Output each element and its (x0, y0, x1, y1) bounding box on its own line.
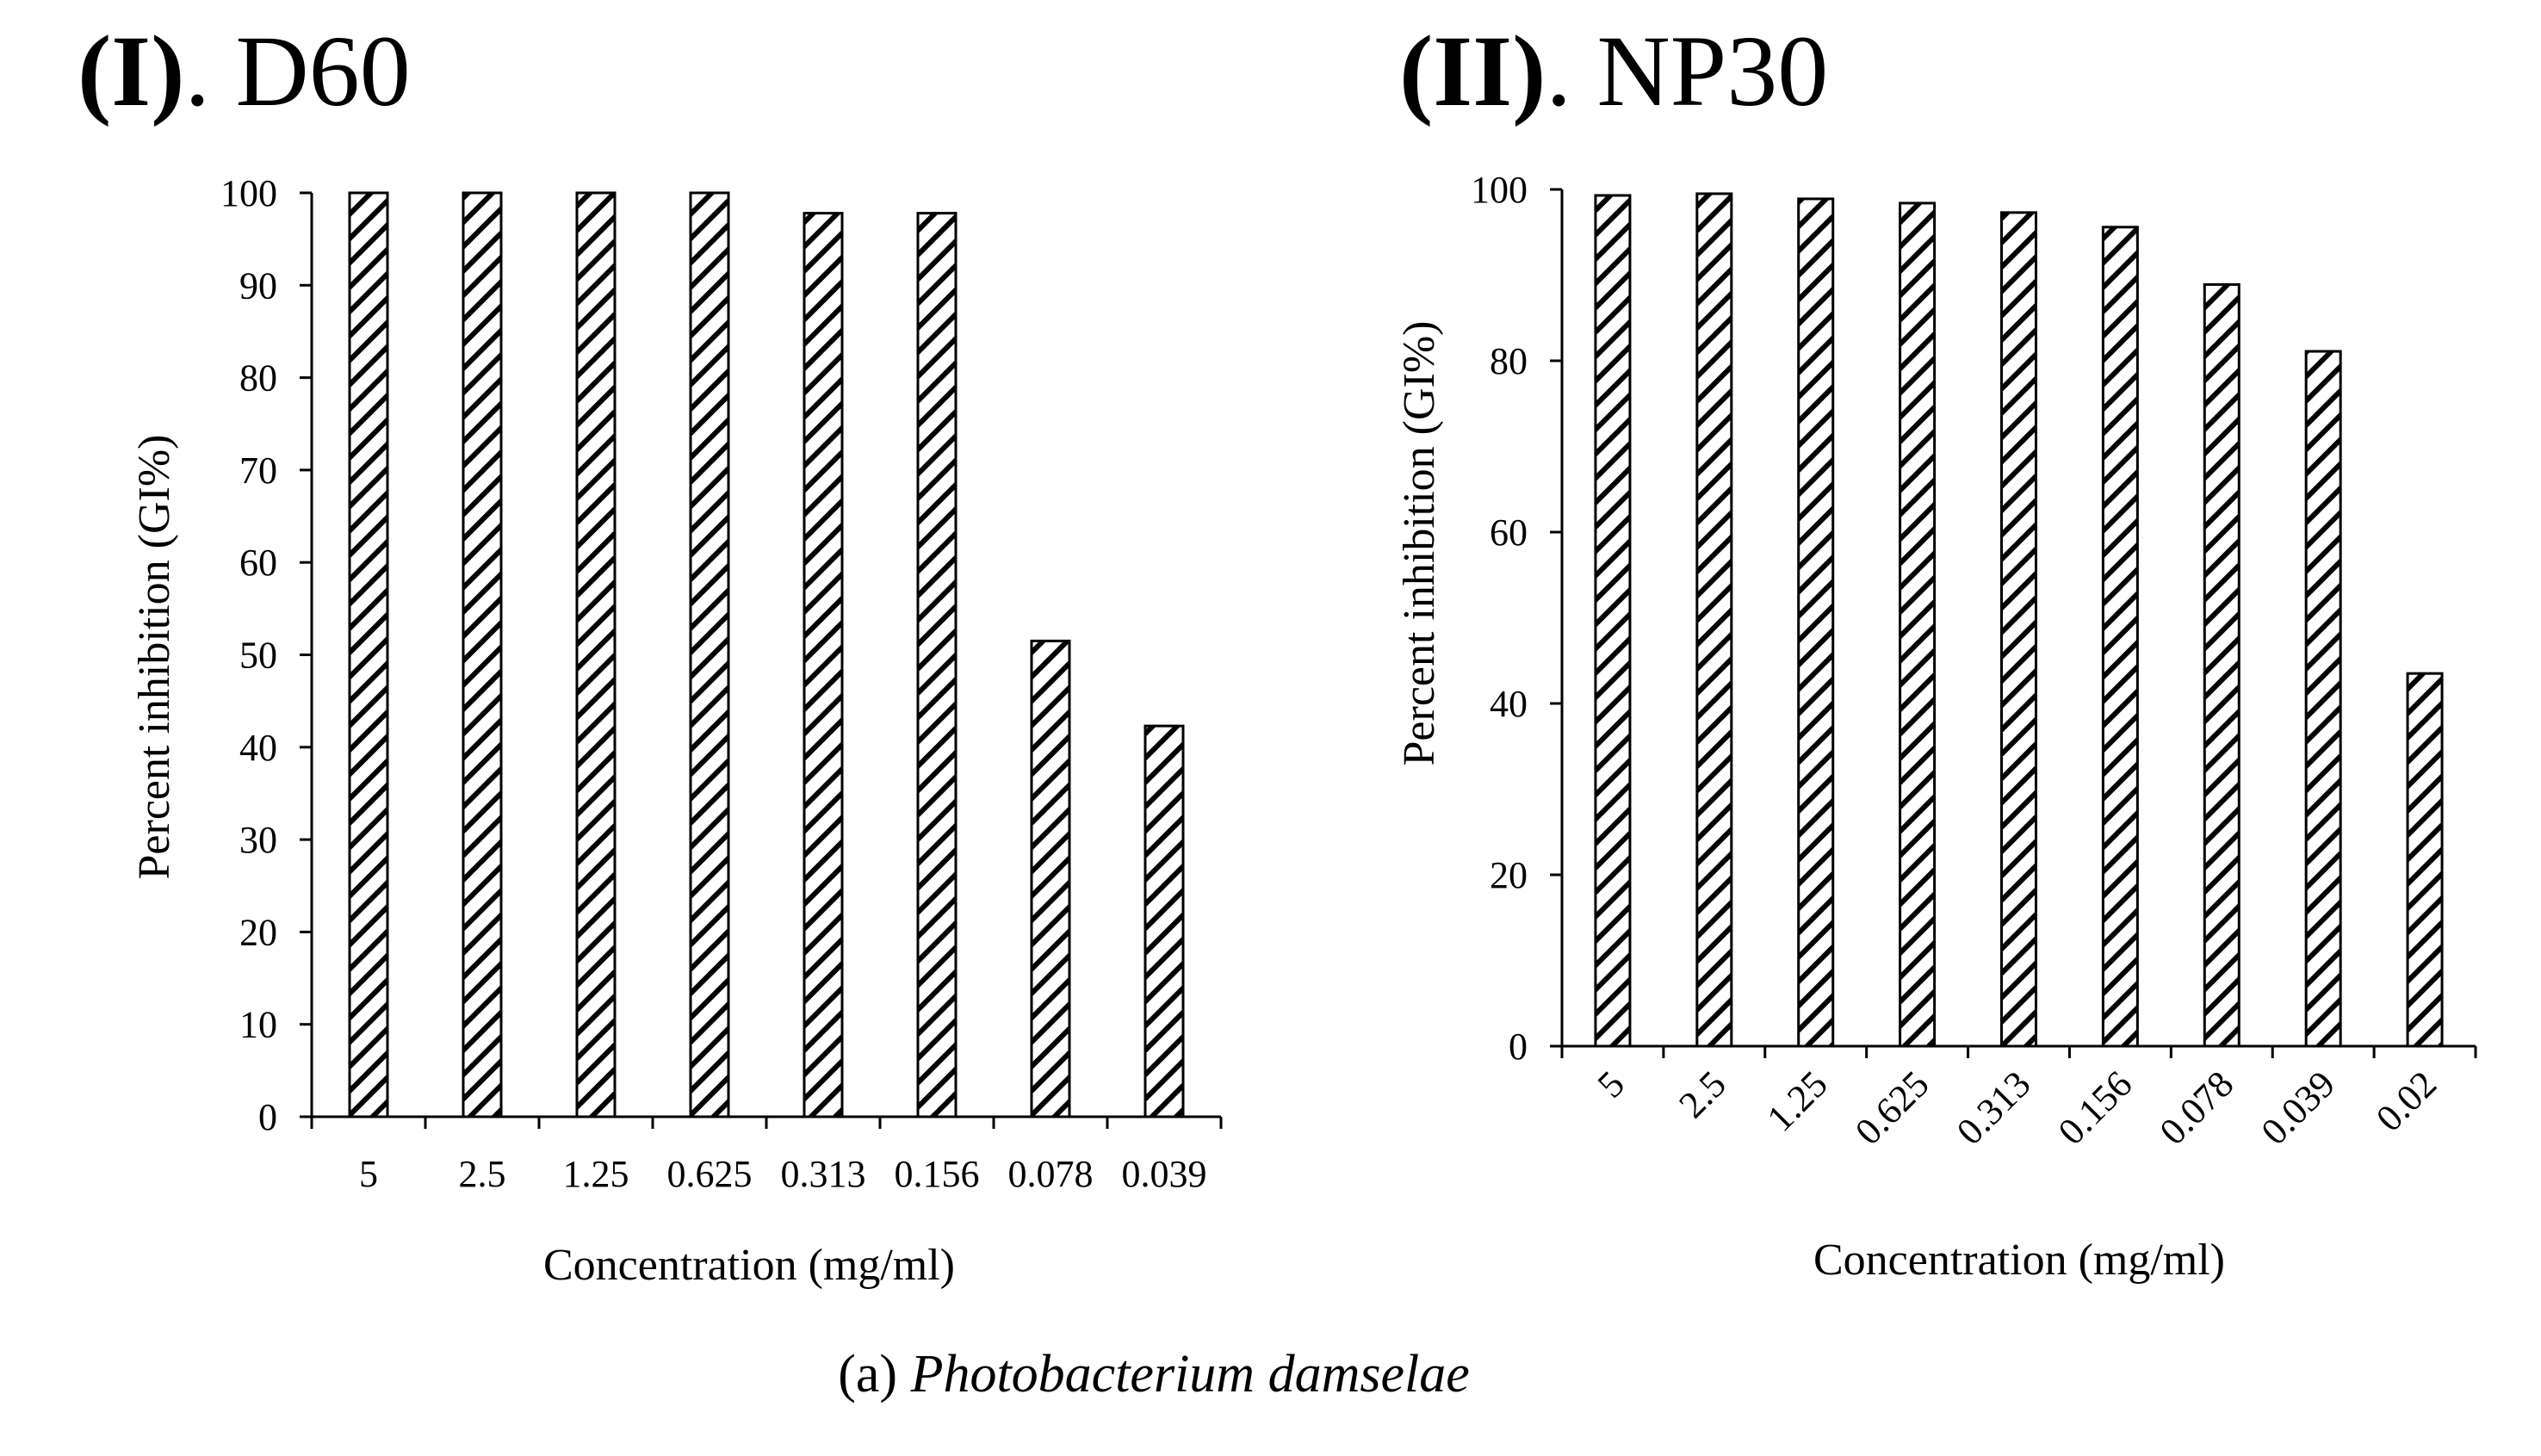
y-axis-ticks: 0 10 20 30 40 50 60 70 80 90 100 (220, 172, 312, 1138)
x-tick-label: 0.625 (1847, 1063, 1937, 1153)
bar-0.078 (2203, 282, 2240, 1048)
y-tick-label: 30 (239, 819, 277, 861)
x-tick-label: 1.25 (563, 1153, 629, 1195)
bar-0.156 (916, 212, 958, 1118)
x-tick-label: 5 (359, 1153, 378, 1195)
bar-1.25 (575, 191, 617, 1118)
y-tick-label: 20 (1490, 854, 1528, 896)
x-axis-ticks: 5 2.5 1.25 0.625 0.313 0.156 0.078 0.039 0.02 (1560, 1046, 2477, 1153)
bar-0.078 (1030, 639, 1071, 1118)
bar-2.5 (462, 191, 503, 1118)
y-tick-label: 100 (220, 172, 277, 214)
x-tick-label: 0.02 (2368, 1063, 2445, 1139)
bar-0.313 (2000, 211, 2037, 1048)
y-tick-label: 40 (1490, 683, 1528, 725)
bar-0.02 (2406, 672, 2444, 1048)
x-tick-label: 0.156 (2050, 1063, 2141, 1153)
bar-5 (1594, 194, 1632, 1048)
panel-title-np30: (II). NP30 (1399, 15, 1828, 127)
x-tick-label: 2.5 (459, 1153, 506, 1195)
y-tick-label: 80 (239, 357, 277, 400)
y-axis-ticks: 0 20 40 60 80 100 (1471, 169, 1562, 1068)
bar-0.039 (1143, 724, 1185, 1118)
y-tick-label: 60 (1490, 511, 1528, 554)
x-tick-label: 0.156 (895, 1153, 980, 1195)
bar-2.5 (1695, 192, 1733, 1048)
x-tick-label: 0.625 (667, 1153, 753, 1195)
panel-title-d60: (I). D60 (77, 15, 411, 127)
chart-panel-d60: (I). D60 Percent inhibition (GI%) Concen… (77, 15, 1223, 1290)
bars (1594, 192, 2444, 1048)
bar-0.039 (2304, 350, 2342, 1048)
x-tick-label: 5 (1590, 1063, 1633, 1106)
y-tick-label: 50 (239, 635, 277, 677)
x-tick-label: 2.5 (1670, 1063, 1734, 1126)
y-tick-label: 20 (239, 911, 277, 953)
figure-caption: (a) Photobacterium damselae (838, 1345, 1469, 1403)
x-axis-label: Concentration (mg/ml) (1813, 1236, 2225, 1285)
x-tick-label: 0.078 (1008, 1153, 1094, 1195)
y-tick-label: 90 (239, 264, 277, 307)
bar-1.25 (1797, 197, 1835, 1048)
bar-5 (348, 191, 389, 1118)
bar-0.156 (2101, 226, 2139, 1048)
x-tick-label: 0.078 (2152, 1063, 2242, 1153)
y-axis-label: Percent inhibition (GI%) (130, 435, 179, 880)
y-tick-label: 80 (1490, 340, 1528, 382)
bar-0.625 (689, 191, 730, 1118)
x-axis-ticks: 5 2.5 1.25 0.625 0.313 0.156 0.078 0.039 (310, 1117, 1223, 1195)
y-axis-label: Percent inhibition (GI%) (1395, 321, 1444, 766)
y-tick-label: 0 (258, 1096, 277, 1138)
x-axis-label: Concentration (mg/ml) (543, 1241, 955, 1290)
x-tick-label: 1.25 (1759, 1063, 1836, 1139)
y-tick-label: 70 (239, 449, 277, 492)
y-tick-label: 40 (239, 727, 277, 769)
bar-0.313 (803, 212, 844, 1118)
x-tick-label: 0.039 (2253, 1063, 2344, 1153)
x-tick-label: 0.039 (1122, 1153, 1207, 1195)
y-tick-label: 100 (1471, 169, 1528, 211)
y-tick-label: 60 (239, 542, 277, 584)
y-tick-label: 0 (1509, 1025, 1528, 1068)
bars (348, 191, 1185, 1118)
chart-panel-np30: (II). NP30 Percent inhibition (GI%) Conc… (1395, 15, 2477, 1285)
bar-0.625 (1899, 201, 1937, 1048)
x-tick-label: 0.313 (1949, 1063, 2039, 1153)
x-tick-label: 0.313 (781, 1153, 866, 1195)
y-tick-label: 10 (239, 1004, 277, 1046)
